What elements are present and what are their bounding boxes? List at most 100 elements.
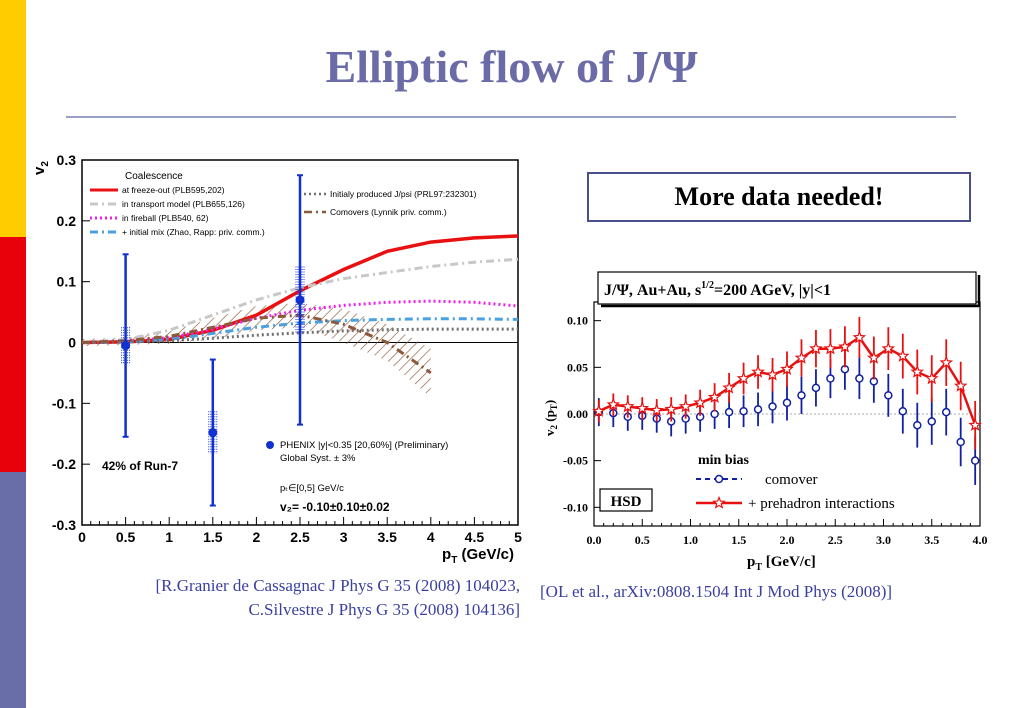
pt-range-annotation: pₜ∈[0,5] GeV/c <box>280 483 344 494</box>
y-tick-label: 0.1 <box>57 274 77 290</box>
comover-point <box>855 374 864 383</box>
prehadron-point <box>968 418 982 431</box>
legend-title: Coalescence <box>125 171 183 182</box>
legend-phenix-marker <box>266 441 274 449</box>
legend-label-3: + initial mix (Zhao, Rapp: priv. comm.) <box>122 227 265 237</box>
legend-label-comover: comover <box>765 472 817 488</box>
prehadron-point <box>635 401 650 415</box>
prehadron-point <box>838 339 852 353</box>
prehadron-point <box>794 350 809 364</box>
x-tick-label: 0.0 <box>587 533 602 547</box>
prehadron-point <box>722 380 736 394</box>
prehadron-point <box>707 390 722 403</box>
run-annotation: 42% of Run-7 <box>102 459 178 473</box>
x-tick-label: 4.0 <box>973 533 988 547</box>
more-data-note: More data needed! <box>587 172 971 222</box>
comover-point <box>898 406 908 416</box>
x-tick-label: 2.5 <box>828 533 843 547</box>
title-underline <box>66 116 956 118</box>
prehadron-point <box>649 403 664 416</box>
comover-point <box>768 402 777 411</box>
x-tick-label: 0.5 <box>116 529 136 545</box>
comover-band <box>82 302 431 398</box>
y-tick-label: -0.1 <box>52 395 76 411</box>
y-tick-label: 0.10 <box>567 314 588 328</box>
accent-sidebar <box>0 0 26 708</box>
legend-phenix-syst: Global Syst. ± 3% <box>280 453 356 464</box>
x-tick-label: 3.5 <box>924 533 939 547</box>
comover-point <box>927 417 936 426</box>
prehadron-point <box>939 355 954 369</box>
prehadron-point <box>881 341 896 355</box>
y-axis-label: v2 (pT) <box>542 400 559 436</box>
y-tick-label: -0.2 <box>52 456 76 472</box>
prehadron-point <box>924 371 939 385</box>
x-axis-label: pT (GeV/c) <box>442 546 514 565</box>
comover-point <box>941 407 951 417</box>
x-tick-label: 5 <box>514 529 522 545</box>
comover-point <box>710 409 719 419</box>
right-chart: 0.0 0.5 1.0 1.5 2.0 2.5 3.0 3.5 4.0 -0.10 -0.05 0.0… <box>542 271 988 573</box>
y-tick-label: 0.05 <box>567 360 588 374</box>
comover-point <box>913 420 922 430</box>
left-chart: 0 0.5 1 1.5 2 2.5 3 3.5 4 4.5 5 -0.3 -0.2 -0.1 0 0.1 0.2… <box>31 152 522 565</box>
chart-title: J/Ψ, Au+Au, s1/2=200 AGeV, |y|<1 <box>604 280 831 299</box>
prehadron-point <box>823 341 838 355</box>
curve-1 <box>81 257 519 344</box>
phenix-point <box>295 295 305 305</box>
prehadron-point <box>910 364 925 378</box>
prehadron-point <box>620 399 635 413</box>
prehadron-point <box>606 397 621 411</box>
legend-marker-prehadron <box>712 495 726 509</box>
x-tick-label: 3.0 <box>876 533 891 547</box>
accent-red-bar <box>0 237 26 472</box>
prehadron-point <box>693 395 708 409</box>
prehadron-point <box>852 330 867 344</box>
y-axis-label: v2 <box>31 161 51 175</box>
prehadron-point <box>592 404 606 417</box>
x-tick-label: 4.5 <box>465 529 485 545</box>
prehadron-point <box>751 364 765 378</box>
curve-5 <box>81 313 432 375</box>
model-label: HSD <box>611 494 642 510</box>
comover-point <box>797 391 806 400</box>
accent-blue-bar <box>0 472 26 708</box>
y-tick-label: 0 <box>68 335 76 351</box>
x-tick-label: 1.5 <box>731 533 746 547</box>
reference-left-line-2: C.Silvestre J Phys G 35 (2008) 104136] <box>248 600 520 619</box>
prehadron-point <box>809 341 823 355</box>
x-tick-label: 3 <box>340 529 348 545</box>
prehadron-point <box>765 367 780 381</box>
legend-label-1: in transport model (PLB655,126) <box>122 199 245 209</box>
prehadron-point <box>780 362 794 375</box>
x-tick-label: 2.0 <box>780 533 795 547</box>
x-tick-label: 2.5 <box>290 529 310 545</box>
x-tick-label: 3.5 <box>377 529 397 545</box>
x-tick-label: 1.5 <box>203 529 223 545</box>
x-axis-label: pT [GeV/c] <box>747 554 816 573</box>
comover-point <box>970 456 980 465</box>
legend-label-0: at freeze-out (PLB595,202) <box>122 185 225 195</box>
legend-phenix-label: PHENIX |y|<0.35 [20,60%] (Preliminary) <box>280 440 448 451</box>
prehadron-point <box>664 402 678 416</box>
x-tick-label: 4 <box>427 529 435 545</box>
comover-point <box>811 383 821 393</box>
comover-point <box>739 406 748 416</box>
x-tick-label: 1 <box>165 529 173 545</box>
comover-point <box>782 398 792 408</box>
y-tick-label: -0.10 <box>563 500 588 514</box>
phenix-point <box>208 428 218 438</box>
prehadron-point <box>736 371 751 385</box>
comover-point <box>753 405 763 414</box>
comover-point <box>724 407 734 417</box>
legend-label-5: Comovers (Lynnik priv. comm.) <box>330 207 447 217</box>
prehadron-point <box>678 399 693 413</box>
legend-marker-comover <box>714 474 724 484</box>
y-tick-label: -0.3 <box>52 517 76 533</box>
x-tick-label: 0.5 <box>635 533 650 547</box>
v2-result-annotation: v₂= -0.10±0.10±0.02 <box>280 500 390 514</box>
phenix-point <box>121 341 131 351</box>
y-tick-label: 0.2 <box>57 213 77 229</box>
legend-title: min bias <box>698 453 750 468</box>
y-tick-label: 0.00 <box>567 407 588 421</box>
